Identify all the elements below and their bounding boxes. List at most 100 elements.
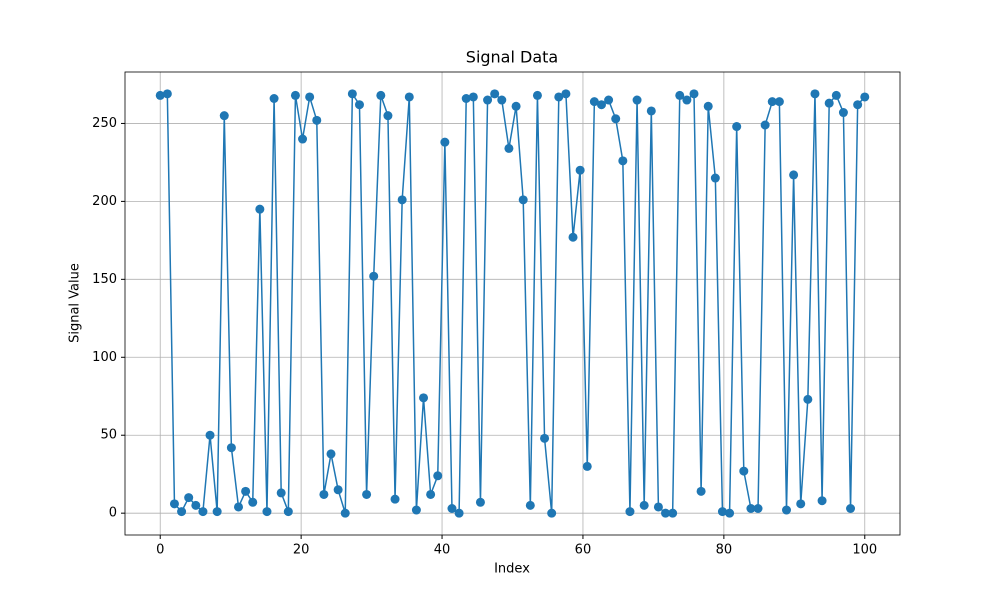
point [383,111,393,121]
point [639,500,649,510]
point [333,485,343,495]
point [184,493,194,503]
point [746,503,756,513]
point [369,271,379,281]
point [611,114,621,124]
point [760,120,770,130]
point [362,489,372,499]
point [668,508,678,518]
point [305,92,315,102]
point [340,508,350,518]
point [831,90,841,100]
point [397,195,407,205]
point [404,92,414,102]
point [689,89,699,99]
point [632,95,642,105]
point [226,443,236,453]
x-tick-label: 20 [293,543,310,558]
point [198,507,208,517]
x-tick-label: 80 [716,543,733,558]
point [803,394,813,404]
point [219,111,229,121]
point [774,97,784,107]
point [248,497,258,507]
point [525,500,535,510]
y-tick-label: 0 [109,506,117,521]
x-axis-label: Index [494,562,530,577]
point [767,97,777,107]
point [483,95,493,105]
point [717,507,727,517]
point [575,165,585,175]
point [824,98,834,108]
point [347,89,357,99]
point [554,92,564,102]
x-tick-label: 40 [434,543,451,558]
x-tick-label: 100 [852,543,877,558]
point [604,95,614,105]
point [846,503,856,513]
point [561,89,571,99]
point [177,507,187,517]
x-tick-label: 0 [156,543,164,558]
plot-frame [124,71,901,536]
point [440,137,450,147]
point [682,95,692,105]
point [283,507,293,517]
point [262,507,272,517]
y-tick-label: 250 [92,116,117,131]
point [155,90,165,100]
y-axis-label: Signal Value [68,263,83,343]
x-tick-label: 60 [575,543,592,558]
point [511,101,521,111]
point [703,101,713,111]
point [710,173,720,183]
point [796,499,806,509]
point [433,471,443,481]
point [269,94,279,104]
point [596,100,606,110]
point [490,89,500,99]
y-tick-label: 150 [92,272,117,287]
point [853,100,863,110]
point [732,122,742,132]
point [411,505,421,515]
point [547,508,557,518]
point [475,497,485,507]
point [817,496,827,506]
point [205,430,215,440]
point [447,503,457,513]
y-tick-label: 200 [92,194,117,209]
line [160,91,866,515]
point [354,100,364,110]
point [696,486,706,496]
point [376,90,386,100]
point [312,115,322,125]
point [497,95,507,105]
y-tick-label: 50 [100,428,117,443]
y-tick-label: 100 [92,350,117,365]
point [234,502,244,512]
point [191,500,201,510]
point [162,89,172,99]
point [568,232,578,242]
point [753,503,763,513]
point [212,507,222,517]
point [518,195,528,205]
point [532,90,542,100]
point [582,461,592,471]
point [540,433,550,443]
point [426,489,436,499]
point [739,466,749,476]
point [326,449,336,459]
point [468,92,478,102]
point [241,486,251,496]
chart-title: Signal Data [466,48,558,67]
point [290,90,300,100]
point [255,204,265,214]
point [454,508,464,518]
point [390,494,400,504]
point [810,89,820,99]
